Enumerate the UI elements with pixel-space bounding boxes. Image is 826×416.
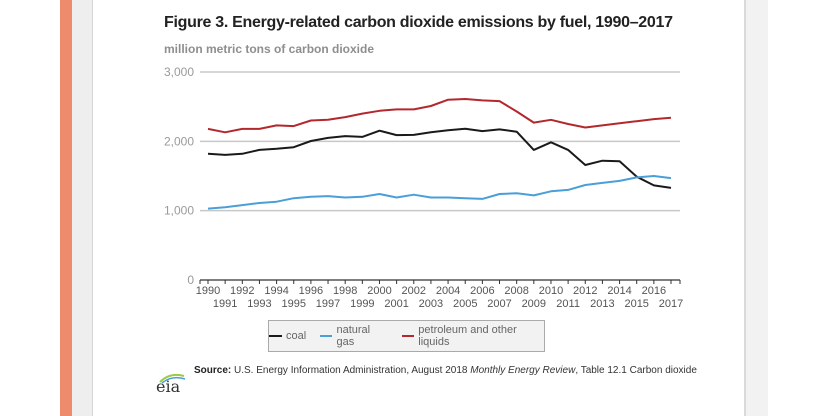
x-tick-label: 2007 xyxy=(487,298,511,310)
left-panel-strip xyxy=(72,0,93,416)
x-tick-label: 2011 xyxy=(556,298,580,310)
x-tick-label: 2001 xyxy=(384,298,408,310)
eia-logo-text: eia xyxy=(156,377,181,396)
x-tick-label: 1997 xyxy=(316,298,340,310)
x-tick-label: 2008 xyxy=(504,285,528,297)
y-tick-label: 2,000 xyxy=(164,134,194,148)
source-label: Source: xyxy=(194,365,232,376)
x-tick-label: 2000 xyxy=(367,285,391,297)
x-tick-label: 1999 xyxy=(350,298,374,310)
x-tick-label: 1994 xyxy=(264,285,288,297)
x-tick-label: 1990 xyxy=(196,285,220,297)
x-tick-label: 2014 xyxy=(607,285,631,297)
grid-lines xyxy=(200,71,680,212)
eia-logo-icon: eia xyxy=(156,370,186,396)
series-line-natural-gas xyxy=(207,175,672,210)
eia-logo-swoosh-icon xyxy=(159,373,186,384)
x-tick-label: 2002 xyxy=(402,285,426,297)
chart-title: Figure 3. Energy-related carbon dioxide … xyxy=(164,14,673,31)
x-tick-label: 1995 xyxy=(281,298,305,310)
series-lines xyxy=(207,98,672,210)
x-tick-label: 2010 xyxy=(539,285,563,297)
legend-swatch-coal xyxy=(269,335,282,337)
legend-item-coal: coal xyxy=(269,330,306,342)
source-text-2: , Table 12.1 Carbon dioxide xyxy=(575,365,697,376)
right-scroll-strip xyxy=(744,0,768,416)
legend-label-coal: coal xyxy=(286,330,307,342)
y-tick-label: 0 xyxy=(187,273,194,287)
legend-label-natural-gas: natural gas xyxy=(336,324,371,348)
source-note: Source: U.S. Energy Information Administ… xyxy=(194,365,697,376)
y-tick-label: 1,000 xyxy=(164,204,194,218)
x-tick-label: 2016 xyxy=(642,285,666,297)
legend-swatch-natural-gas xyxy=(320,335,333,337)
x-tick-label: 1996 xyxy=(299,285,323,297)
x-tick-label: 2013 xyxy=(590,298,614,310)
legend-item-natural-gas: natural gas xyxy=(320,324,388,348)
x-tick-label: 2005 xyxy=(453,298,477,310)
x-tick-label: 1992 xyxy=(230,285,254,297)
chart-subtitle: million metric tons of carbon dioxide xyxy=(164,42,375,56)
x-tick-label: 1993 xyxy=(247,298,271,310)
x-tick-label: 2009 xyxy=(522,298,546,310)
legend: coal natural gas petroleum and other liq… xyxy=(268,320,545,352)
source-publication: Monthly Energy Review xyxy=(470,365,576,376)
accent-bar xyxy=(60,0,72,416)
x-tick-label: 1998 xyxy=(333,285,357,297)
legend-item-petroleum: petroleum and other liquids xyxy=(401,324,544,348)
legend-label-petroleum: petroleum and other liquids xyxy=(418,324,517,348)
source-text-1: U.S. Energy Information Administration, … xyxy=(231,365,471,376)
x-tick-label: 2004 xyxy=(436,285,460,297)
x-axis: 1990199119921993199419951996199719981999… xyxy=(196,279,683,310)
y-tick-label: 3,000 xyxy=(164,65,194,79)
x-tick-label: 2017 xyxy=(659,298,683,310)
legend-swatch-petroleum xyxy=(401,335,415,337)
x-tick-label: 2003 xyxy=(419,298,443,310)
x-tick-label: 2012 xyxy=(573,285,597,297)
series-line-petroleum-and-other-liquids xyxy=(207,98,672,134)
y-axis-ticks: 0 1,000 2,000 3,000 xyxy=(164,65,194,287)
series-line-coal xyxy=(207,127,672,189)
x-tick-label: 1991 xyxy=(213,298,237,310)
x-tick-label: 2015 xyxy=(624,298,648,310)
x-tick-label: 2006 xyxy=(470,285,494,297)
